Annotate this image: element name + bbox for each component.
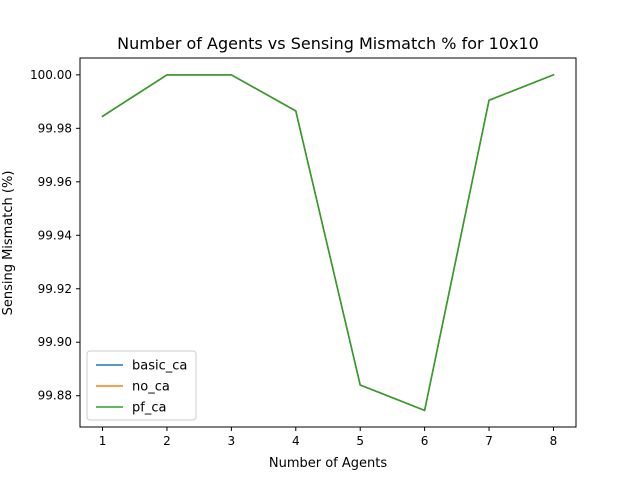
y-tick-label: 99.90 [38, 335, 72, 349]
y-axis-label: Sensing Mismatch (%) [1, 171, 16, 316]
y-tick-label: 99.96 [38, 175, 72, 189]
x-tick-label: 2 [163, 434, 171, 448]
series-line-pf_ca [101, 73, 555, 412]
y-tick-label: 100.00 [30, 68, 72, 82]
x-tick-label: 3 [228, 434, 236, 448]
x-tick-label: 4 [292, 434, 300, 448]
plot-area-frame [79, 57, 577, 428]
y-axis-ticks: 99.88 99.90 99.92 99.94 99.96 99.98 100.00 [30, 68, 80, 403]
x-tick-label: 5 [356, 434, 364, 448]
y-tick-label: 99.98 [38, 121, 72, 135]
legend: basic_ca no_ca pf_ca [86, 350, 197, 421]
x-axis-label: Number of Agents [269, 456, 387, 471]
x-tick-label: 6 [421, 434, 429, 448]
legend-label-basic_ca: basic_ca [132, 359, 187, 374]
x-tick-label: 7 [485, 434, 493, 448]
x-tick-label: 1 [99, 434, 107, 448]
legend-label-no_ca: no_ca [132, 380, 170, 395]
y-tick-label: 99.92 [38, 282, 72, 296]
series-layer [101, 73, 555, 412]
y-tick-label: 99.88 [38, 389, 72, 403]
x-tick-label: 8 [550, 434, 558, 448]
y-tick-label: 99.94 [38, 228, 72, 242]
legend-box [86, 350, 197, 421]
x-axis-ticks: 1 2 3 4 5 6 7 8 [99, 427, 558, 448]
legend-label-pf_ca: pf_ca [132, 401, 166, 416]
chart-title: Number of Agents vs Sensing Mismatch % f… [117, 34, 539, 53]
